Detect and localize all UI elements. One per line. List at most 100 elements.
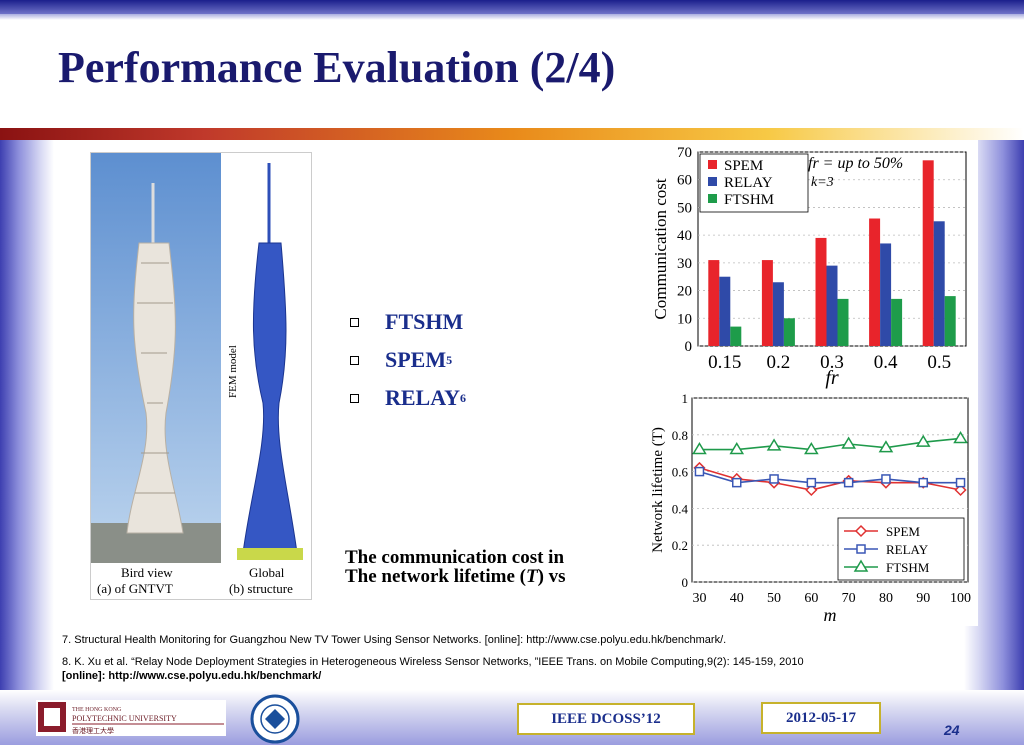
bar-spem [869, 218, 881, 346]
bar-x-tick-label: 0.5 [927, 352, 951, 373]
tower-illustration: FEM model Bird view (a) of GNTVT Global … [91, 153, 303, 596]
line-legend-marker [856, 544, 866, 554]
line-series-relay [699, 470, 961, 484]
date-label: 2012-05-17 [761, 702, 881, 734]
polyu-text-1: THE HONG KONG [72, 707, 122, 713]
conference-label: IEEE DCOSS’12 [517, 703, 695, 735]
bar-y-tick-label: 50 [677, 200, 692, 216]
fig-a-label-1: Bird view [121, 565, 173, 580]
bar-ftshm [944, 296, 956, 346]
line-point-ftshm [841, 436, 856, 449]
bar-x-tick-label: 0.2 [767, 352, 791, 373]
bar-relay [933, 221, 945, 346]
tower-b-base [237, 548, 303, 560]
polyu-logo-graphic: THE HONG KONG POLYTECHNIC UNIVERSITY 香港理… [38, 702, 224, 735]
line-y-axis-label: Network lifetime (T) [650, 427, 666, 553]
line-y-tick-label: 0.6 [672, 465, 689, 480]
fig-b-label-2: (b) structure [229, 581, 293, 596]
line-point-ftshm [915, 434, 931, 447]
line-legend-marker [854, 524, 868, 538]
bar-relay [826, 265, 838, 346]
bar-y-tick-label: 10 [677, 311, 692, 327]
footnote-8-line-1: 8. K. Xu et al. “Relay Node Deployment S… [62, 656, 804, 668]
bullet-spem: SPEM 5 [350, 344, 466, 376]
bar-y-tick-label: 40 [677, 228, 692, 244]
bar-ftshm [730, 326, 742, 346]
bullet-square-icon [350, 317, 359, 327]
bullet-relay: RELAY 6 [350, 382, 466, 414]
line-x-tick-label: 40 [730, 591, 744, 606]
line-y-tick-label: 0.4 [672, 501, 689, 516]
bar-y-tick-label: 30 [677, 256, 692, 272]
line-point-ftshm [953, 431, 968, 444]
polyu-logo: THE HONG KONG POLYTECHNIC UNIVERSITY 香港理… [36, 700, 226, 736]
bar-chart-container: 0 10 20 30 40 50 60 70 0.15 0.2 0.3 0.4 0.5 Communica… [648, 140, 978, 390]
line-x-tick-label: 80 [879, 591, 893, 606]
fig-b-label-1: Global [249, 565, 285, 580]
polyu-text-2: POLYTECHNIC UNIVERSITY [72, 714, 177, 723]
caption: The communication cost in The network li… [345, 548, 630, 586]
line-point-spem [805, 483, 818, 497]
bar-y-tick-label: 20 [677, 284, 692, 300]
line-chart: 0 0.2 0.4 0.6 0.8 1 30 40 50 60 70 80 90 100 Network l… [650, 391, 971, 625]
line-x-tick-label: 60 [804, 591, 818, 606]
line-point-relay [955, 477, 966, 488]
bar-y-tick-label: 70 [677, 145, 692, 161]
title-underline [0, 128, 1024, 140]
line-point-ftshm [766, 438, 782, 451]
line-x-tick-label: 50 [767, 591, 781, 606]
line-point-ftshm [692, 442, 707, 455]
caption-line-1: The communication cost in [345, 548, 565, 568]
bullet-ftshm: FTSHM [350, 306, 466, 338]
bar-y-axis-label: Communication cost [651, 178, 670, 319]
bar-x-tick-label: 0.3 [820, 352, 844, 373]
line-y-tick-label: 0.8 [672, 428, 688, 443]
bar-spem [922, 160, 934, 346]
bar-spem [761, 260, 773, 346]
line-x-axis-label: m [824, 605, 837, 625]
bar-legend-label: SPEM [724, 158, 763, 174]
line-legend-label: FTSHM [886, 560, 930, 575]
bar-x-tick-label: 0.4 [874, 352, 898, 373]
footnote-7: 7. Structural Health Monitoring for Guan… [62, 634, 727, 646]
csu-seal [250, 694, 300, 744]
tower-b [242, 242, 298, 554]
line-point-relay [881, 474, 891, 484]
bullet-square-icon [350, 355, 359, 365]
line-y-tick-label: 0 [682, 575, 689, 590]
polyu-emblem-inner [44, 708, 60, 726]
line-x-tick-label: 100 [950, 591, 971, 606]
line-point-spem [954, 483, 967, 497]
bar-legend-swatch [708, 177, 717, 186]
bar-legend-swatch [708, 194, 717, 203]
bar-spem [708, 260, 720, 346]
bar-ftshm [891, 298, 903, 346]
page-number: 24 [944, 722, 960, 738]
line-legend-label: SPEM [886, 524, 920, 539]
line-point-ftshm [729, 442, 745, 455]
line-x-tick-label: 70 [842, 591, 856, 606]
footnote-8-line-2: [online]: http://www.cse.polyu.edu.hk/be… [62, 670, 322, 682]
bar-legend-label: RELAY [724, 175, 773, 191]
line-point-relay [843, 477, 854, 488]
top-band-fade [0, 14, 1024, 20]
line-legend-label: RELAY [886, 542, 929, 557]
line-point-relay [918, 477, 928, 488]
line-point-relay [694, 466, 705, 477]
line-x-tick-label: 30 [692, 591, 706, 606]
bar-relay [719, 276, 731, 346]
bar-legend-box [699, 153, 809, 213]
bullet-square-icon [350, 393, 359, 403]
bar-legend-label: FTSHM [724, 192, 774, 208]
line-legend-marker [853, 559, 869, 572]
fig-a-label-2: (a) of GNTVT [97, 581, 173, 596]
bar-y-tick-label: 0 [685, 339, 693, 355]
top-band [0, 0, 1024, 14]
line-point-relay [769, 474, 779, 484]
line-y-tick-label: 1 [682, 391, 689, 406]
bar-relay [772, 282, 784, 346]
tower-figure: FEM model Bird view (a) of GNTVT Global … [90, 152, 312, 600]
bar-x-axis-label: fr [825, 367, 839, 389]
fem-model-label: FEM model [227, 345, 239, 398]
tower-a [126, 242, 184, 534]
